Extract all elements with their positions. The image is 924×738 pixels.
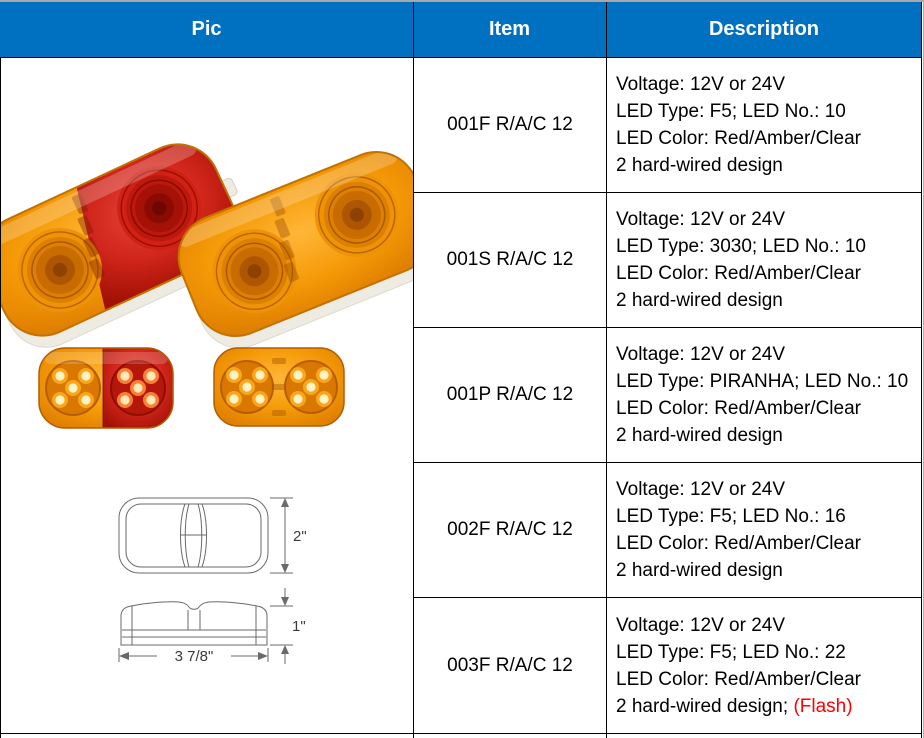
description-line: LED Type: PIRANHA; LED No.: 10 [616, 371, 909, 392]
item-code-cell: 001S R/A/C 12 [446, 249, 574, 270]
product-pictures: 2" 1" 3 7/8" [1, 130, 413, 665]
description-line: Voltage: 12V or 24V [616, 74, 786, 95]
item-code-cell: 001F R/A/C 12 [447, 114, 573, 135]
description-line: LED Type: F5; LED No.: 16 [616, 506, 846, 527]
description-cell: Voltage: 12V or 24V LED Type: F5; LED No… [607, 463, 921, 597]
table-border-col1 [413, 2, 414, 738]
dimension-depth [270, 588, 293, 664]
description-line: 2 hard-wired design [616, 425, 783, 446]
description-cell: Voltage: 12V or 24V LED Type: F5; LED No… [607, 598, 921, 733]
description-cell: Voltage: 12V or 24V LED Type: F5; LED No… [607, 58, 921, 192]
description-line: Voltage: 12V or 24V [616, 479, 786, 500]
description-line: LED Color: Red/Amber/Clear [616, 668, 861, 690]
description-line: Voltage: 12V or 24V [616, 344, 786, 365]
description-line: LED Type: 3030; LED No.: 10 [616, 236, 866, 257]
description-line: LED Color: Red/Amber/Clear [616, 128, 861, 149]
description-line: LED Color: Red/Amber/Clear [616, 263, 861, 284]
description-line: 2 hard-wired design [616, 155, 783, 176]
drawing-front-view [118, 497, 269, 574]
table-border-col2 [606, 2, 607, 738]
table-header-bar [0, 2, 922, 57]
column-header-pic: Pic [191, 18, 222, 40]
lit-lamp-photo-red-amber [38, 347, 174, 429]
drawing-side-view [120, 601, 268, 646]
table-row-divider [0, 733, 922, 734]
height-dimension-label: 2" [293, 528, 307, 545]
description-line: Voltage: 12V or 24V [616, 209, 786, 230]
table-row-divider [413, 462, 922, 463]
description-cell: Voltage: 12V or 24V LED Type: 3030; LED … [607, 193, 921, 327]
description-line: LED Type: F5; LED No.: 10 [616, 101, 846, 122]
depth-dimension-label: 1" [292, 618, 306, 635]
description-line: LED Type: F5; LED No.: 22 [616, 641, 846, 663]
table-row-divider [413, 327, 922, 328]
flash-note: (Flash) [793, 695, 853, 717]
table-border-right [921, 2, 922, 738]
dimension-width [118, 648, 269, 662]
description-line: LED Color: Red/Amber/Clear [616, 398, 861, 419]
item-code-cell: 002F R/A/C 12 [447, 519, 573, 540]
description-line: 2 hard-wired design; (Flash) [616, 695, 853, 717]
table-row-divider [413, 597, 922, 598]
column-header-item: Item [488, 18, 531, 40]
marker-light-photo-amber [165, 139, 413, 349]
lit-lamp-photo-amber [213, 347, 345, 427]
table-row-divider [413, 192, 922, 193]
description-cell: Voltage: 12V or 24V LED Type: PIRANHA; L… [607, 328, 921, 462]
marker-light-photo-red-amber [1, 130, 251, 350]
dimension-drawing: 2" 1" 3 7/8" [118, 497, 307, 665]
description-line: 2 hard-wired design [616, 290, 783, 311]
window-top-edge [0, 0, 924, 2]
description-line: 2 hard-wired design [616, 560, 783, 581]
dimension-height [270, 497, 293, 574]
table-border-header [0, 57, 922, 58]
item-code-cell: 003F R/A/C 12 [447, 654, 573, 676]
description-line: LED Color: Red/Amber/Clear [616, 533, 861, 554]
table-border-left [0, 57, 1, 738]
description-line: Voltage: 12V or 24V [616, 614, 786, 636]
item-code-cell: 001P R/A/C 12 [446, 384, 574, 405]
width-dimension-label: 3 7/8" [175, 648, 214, 665]
column-header-description: Description [708, 18, 820, 40]
